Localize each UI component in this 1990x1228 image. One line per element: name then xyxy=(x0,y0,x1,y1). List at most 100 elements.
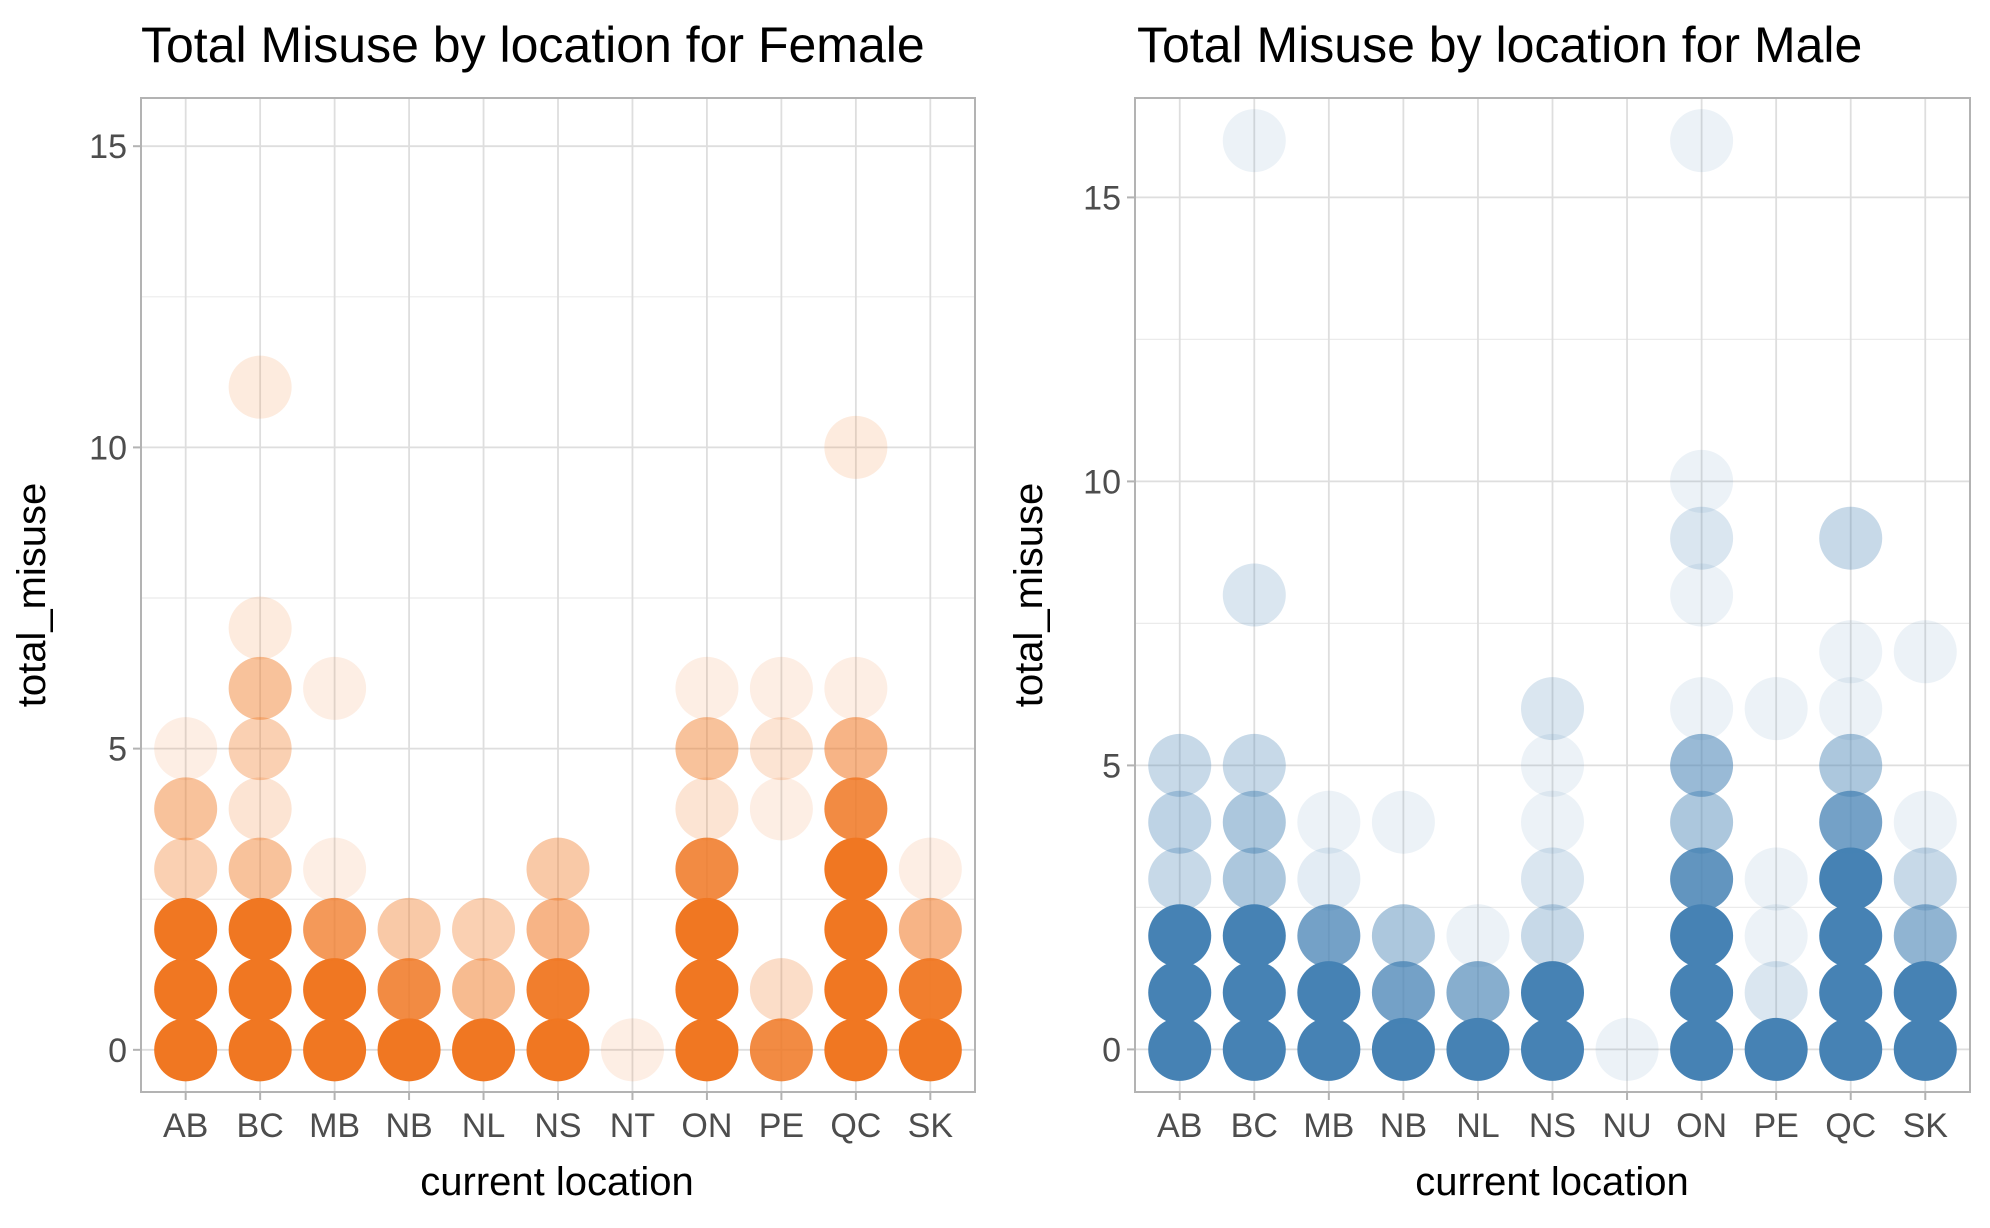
y-tick-label: 0 xyxy=(1102,1031,1121,1069)
x-tick-label-pe: PE xyxy=(1753,1107,1798,1145)
data-point-pe-3 xyxy=(1744,847,1808,911)
data-point-ab-2 xyxy=(154,897,218,961)
data-point-nl-0 xyxy=(1446,1017,1510,1081)
data-point-nb-1 xyxy=(1371,961,1435,1025)
data-point-on-10 xyxy=(1670,449,1734,513)
x-tick-label-ab: AB xyxy=(163,1107,208,1145)
data-point-ab-1 xyxy=(1148,961,1212,1025)
data-point-nl-2 xyxy=(1446,904,1510,968)
x-tick-label-qc: QC xyxy=(1825,1107,1876,1145)
data-point-mb-6 xyxy=(303,656,367,720)
data-point-qc-3 xyxy=(1819,847,1883,911)
data-point-ns-3 xyxy=(1521,847,1584,911)
data-point-on-0 xyxy=(1670,1017,1734,1081)
data-point-nb-4 xyxy=(1371,790,1435,854)
data-point-on-0 xyxy=(675,1018,739,1082)
data-point-qc-9 xyxy=(1819,506,1883,570)
data-point-ab-5 xyxy=(154,717,218,781)
data-point-qc-5 xyxy=(1819,733,1883,797)
data-point-on-8 xyxy=(1670,563,1734,627)
data-point-on-2 xyxy=(1670,904,1734,968)
data-point-mb-1 xyxy=(303,958,367,1022)
data-point-ab-3 xyxy=(154,837,218,901)
data-point-mb-3 xyxy=(1297,847,1361,911)
x-tick-label-mb: MB xyxy=(1303,1107,1354,1145)
data-point-ab-3 xyxy=(1148,847,1212,911)
data-point-qc-2 xyxy=(824,897,888,961)
x-axis-title: current location xyxy=(1415,1160,1688,1204)
data-point-qc-0 xyxy=(1819,1017,1883,1081)
x-tick-label-on: ON xyxy=(1676,1107,1727,1145)
data-point-mb-3 xyxy=(303,837,367,901)
x-tick-label-sk: SK xyxy=(908,1107,954,1145)
x-tick-label-nt: NT xyxy=(610,1107,655,1145)
x-tick-label-on: ON xyxy=(681,1107,732,1145)
data-point-ab-0 xyxy=(1148,1017,1212,1081)
data-point-ab-5 xyxy=(1148,733,1212,797)
data-point-ns-6 xyxy=(1521,677,1584,741)
data-point-ns-1 xyxy=(1521,961,1584,1025)
x-tick-label-bc: BC xyxy=(237,1107,284,1145)
data-point-ns-3 xyxy=(526,837,590,901)
data-point-mb-1 xyxy=(1297,961,1361,1025)
data-point-ab-1 xyxy=(154,958,218,1022)
data-point-pe-0 xyxy=(749,1018,813,1082)
data-point-qc-3 xyxy=(824,837,888,901)
data-point-qc-5 xyxy=(824,717,888,781)
x-tick-label-nl: NL xyxy=(462,1107,505,1145)
y-axis-title: total_misuse xyxy=(1007,483,1051,708)
points-layer xyxy=(154,355,962,1082)
data-point-bc-8 xyxy=(1222,563,1286,627)
data-point-on-2 xyxy=(675,897,739,961)
data-point-qc-10 xyxy=(824,415,888,479)
y-tick-label: 0 xyxy=(108,1032,127,1070)
data-point-ns-2 xyxy=(526,897,590,961)
data-point-qc-6 xyxy=(1819,677,1883,741)
data-point-bc-2 xyxy=(1222,904,1286,968)
data-point-ab-4 xyxy=(1148,790,1212,854)
data-point-pe-1 xyxy=(749,958,813,1022)
data-point-sk-4 xyxy=(1893,790,1957,854)
data-point-nl-1 xyxy=(452,958,516,1022)
data-point-qc-4 xyxy=(824,777,888,841)
data-point-bc-16 xyxy=(1222,109,1286,173)
data-point-bc-0 xyxy=(1222,1017,1286,1081)
data-point-on-6 xyxy=(675,656,739,720)
data-point-ns-5 xyxy=(1521,733,1584,797)
x-tick-label-nu: NU xyxy=(1602,1107,1651,1145)
data-point-on-5 xyxy=(1670,733,1734,797)
data-point-sk-2 xyxy=(898,897,962,961)
data-point-bc-1 xyxy=(1222,961,1286,1025)
x-tick-label-qc: QC xyxy=(830,1107,881,1145)
x-tick-label-ns: NS xyxy=(534,1107,581,1145)
points-layer xyxy=(1148,109,1957,1081)
data-point-nb-1 xyxy=(377,958,441,1022)
data-point-sk-0 xyxy=(1893,1017,1957,1081)
data-point-bc-5 xyxy=(228,717,292,781)
data-point-pe-0 xyxy=(1744,1017,1808,1081)
data-point-sk-3 xyxy=(1893,847,1957,911)
y-axis-title: total_misuse xyxy=(10,483,54,708)
data-point-bc-0 xyxy=(228,1018,292,1082)
data-point-ns-0 xyxy=(1521,1017,1584,1081)
data-point-pe-5 xyxy=(749,717,813,781)
data-point-nb-2 xyxy=(377,897,441,961)
data-point-ns-0 xyxy=(526,1018,590,1082)
data-point-bc-3 xyxy=(228,837,292,901)
data-point-sk-0 xyxy=(898,1018,962,1082)
data-point-ab-0 xyxy=(154,1018,218,1082)
data-point-mb-4 xyxy=(1297,790,1361,854)
y-tick-label: 15 xyxy=(89,128,127,166)
data-point-qc-6 xyxy=(824,656,888,720)
y-tick-label: 10 xyxy=(89,429,127,467)
x-tick-label-nb: NB xyxy=(1380,1107,1427,1145)
y-tick-label: 5 xyxy=(1102,747,1121,785)
x-tick-label-nl: NL xyxy=(1456,1107,1499,1145)
x-tick-label-bc: BC xyxy=(1231,1107,1278,1145)
data-point-qc-1 xyxy=(824,958,888,1022)
y-tick-label: 15 xyxy=(1083,179,1121,217)
data-point-nl-2 xyxy=(452,897,516,961)
data-point-on-3 xyxy=(675,837,739,901)
data-point-on-6 xyxy=(1670,677,1734,741)
